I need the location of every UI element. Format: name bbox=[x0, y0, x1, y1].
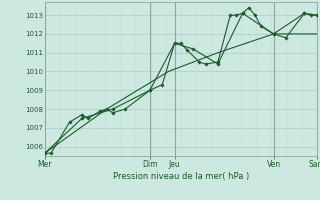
X-axis label: Pression niveau de la mer( hPa ): Pression niveau de la mer( hPa ) bbox=[113, 172, 249, 181]
